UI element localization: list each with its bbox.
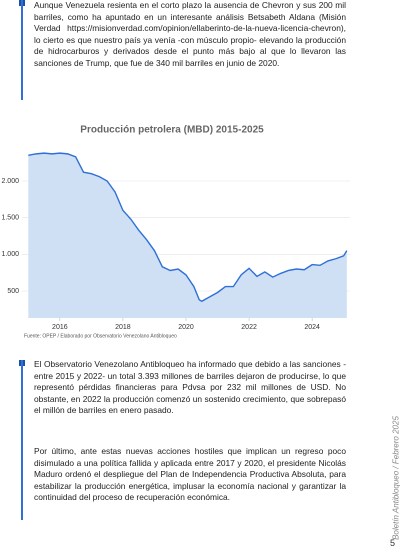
accent-bar [21, 0, 23, 100]
paragraph: Aunque Venezuela resienta en el corto pl… [34, 0, 346, 68]
chart: Producción petrolera (MBD) 2015-2025 Fue… [1, 125, 350, 339]
accent-bar [21, 360, 23, 520]
sidebar: Boletín Antibloqueo / Febrero 2025 [391, 416, 401, 540]
x-tick-label: 2016 [52, 324, 68, 331]
x-tick-label: 2022 [241, 324, 257, 331]
line [28, 152, 348, 303]
x-tick-label: 2020 [178, 324, 194, 331]
y-tick-label: 1.500 [1, 215, 19, 222]
x-tick-label: 2018 [115, 324, 131, 331]
y-tick-label: 1.000 [1, 251, 19, 258]
source: Fuente: OPEP / Elaborado por Observatori… [24, 333, 177, 339]
paragraph: El Observatorio Venezolano Antibloqueo h… [34, 359, 346, 416]
chart-title: Producción petrolera (MBD) 2015-2025 [80, 125, 264, 136]
y-tick-label: 500 [7, 288, 19, 295]
paragraph: Por último, ante estas nuevas acciones h… [34, 446, 346, 503]
page-number: 5 [390, 538, 396, 548]
x-tick-label: 2024 [304, 324, 320, 331]
area-fill [28, 153, 347, 318]
y-tick-label: 2.000 [1, 178, 19, 185]
